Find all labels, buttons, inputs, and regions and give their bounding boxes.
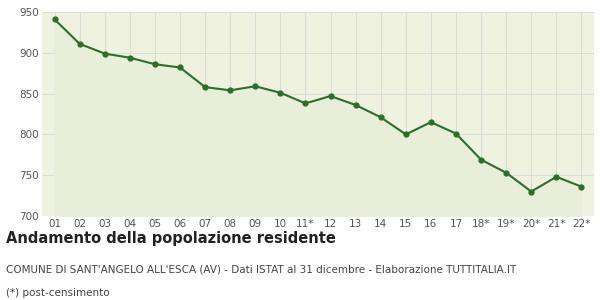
Text: (*) post-censimento: (*) post-censimento xyxy=(6,288,110,298)
Text: Andamento della popolazione residente: Andamento della popolazione residente xyxy=(6,231,336,246)
Text: COMUNE DI SANT'ANGELO ALL'ESCA (AV) - Dati ISTAT al 31 dicembre - Elaborazione T: COMUNE DI SANT'ANGELO ALL'ESCA (AV) - Da… xyxy=(6,264,516,274)
